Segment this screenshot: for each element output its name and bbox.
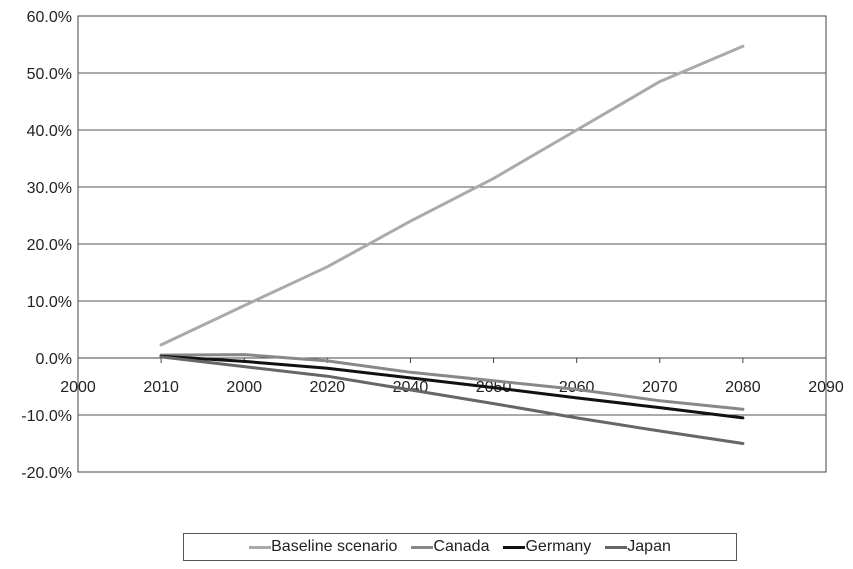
y-tick-label: -20.0%: [21, 465, 72, 482]
series-line-baseline-scenario: [159, 44, 745, 347]
legend-swatch: [605, 545, 628, 549]
x-tick-label: 2090: [808, 379, 844, 396]
legend-label: Japan: [627, 538, 671, 555]
x-tick-label: 2070: [642, 379, 678, 396]
legend-label: Baseline scenario: [271, 538, 398, 555]
y-tick-label: 10.0%: [27, 294, 72, 311]
legend-item: Japan: [605, 538, 671, 556]
legend-swatch: [411, 545, 434, 549]
legend-item: Baseline scenario: [249, 538, 397, 556]
x-tick-label: 2000: [60, 379, 96, 396]
legend-swatch: [503, 545, 526, 549]
x-tick-label: 2010: [143, 379, 179, 396]
x-tick-label: 2000: [226, 379, 262, 396]
legend-item: Germany: [503, 538, 591, 556]
y-tick-label: 40.0%: [27, 123, 72, 140]
series-line-germany: [159, 354, 745, 420]
legend-item: Canada: [411, 538, 489, 556]
legend: Baseline scenario Canada Germany Japan: [183, 533, 737, 561]
x-tick-label: 2080: [725, 379, 761, 396]
legend-swatch: [249, 545, 272, 549]
y-tick-label: 50.0%: [27, 66, 72, 83]
series-line-japan: [159, 355, 745, 445]
legend-label: Canada: [433, 538, 490, 555]
y-tick-label: -10.0%: [21, 408, 72, 425]
y-tick-label: 0.0%: [36, 351, 72, 368]
legend-label: Germany: [525, 538, 592, 555]
y-tick-label: 30.0%: [27, 180, 72, 197]
y-tick-label: 60.0%: [27, 9, 72, 26]
series-line-canada: [159, 353, 745, 411]
y-tick-label: 20.0%: [27, 237, 72, 254]
x-tick-label: 2020: [310, 379, 346, 396]
